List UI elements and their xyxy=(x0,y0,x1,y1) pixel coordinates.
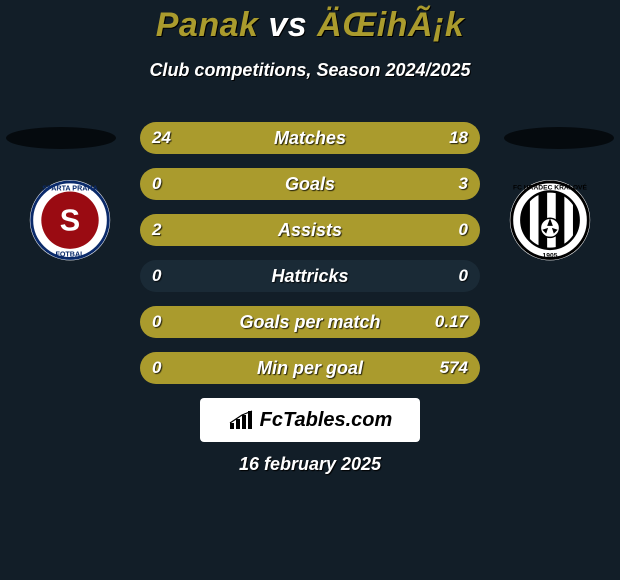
subtitle: Club competitions, Season 2024/2025 xyxy=(0,60,620,81)
stat-row: 0574Min per goal xyxy=(140,352,480,384)
brand-icon xyxy=(228,409,256,431)
page-title: Panak vs ÄŒihÃ¡k xyxy=(0,6,620,45)
stat-label: Min per goal xyxy=(140,352,480,384)
date-label: 16 february 2025 xyxy=(0,454,620,475)
stat-row: 2418Matches xyxy=(140,122,480,154)
player1-name: Panak xyxy=(156,6,259,44)
club-badge-right: FC HRADEC KRÁLOVÉ 1905 xyxy=(502,180,598,268)
svg-text:FOTBAL: FOTBAL xyxy=(55,251,85,259)
svg-text:1905: 1905 xyxy=(543,252,558,259)
player1-photo-placeholder xyxy=(6,127,116,149)
brand-badge[interactable]: FcTables.com xyxy=(200,398,420,442)
svg-text:S: S xyxy=(60,204,80,238)
svg-text:FC HRADEC KRÁLOVÉ: FC HRADEC KRÁLOVÉ xyxy=(513,183,587,192)
player2-photo-placeholder xyxy=(504,127,614,149)
stat-label: Goals xyxy=(140,168,480,200)
svg-text:SPARTA PRAHA: SPARTA PRAHA xyxy=(42,185,98,193)
stat-label: Matches xyxy=(140,122,480,154)
player2-name: ÄŒihÃ¡k xyxy=(317,6,464,44)
stat-row: 00.17Goals per match xyxy=(140,306,480,338)
stat-label: Hattricks xyxy=(140,260,480,292)
stat-row: 00Hattricks xyxy=(140,260,480,292)
stats-list: 2418Matches 03Goals 20Assists 00Hattricks 00… xyxy=(140,122,480,398)
stat-label: Assists xyxy=(140,214,480,246)
comparison-card: Panak vs ÄŒihÃ¡k Club competitions, Seas… xyxy=(0,0,620,580)
brand-text: FcTables.com xyxy=(260,409,393,432)
stat-row: 03Goals xyxy=(140,168,480,200)
club-badge-left: S SPARTA PRAHA FOTBAL xyxy=(22,180,118,268)
vs-label: vs xyxy=(268,6,307,44)
stat-label: Goals per match xyxy=(140,306,480,338)
stat-row: 20Assists xyxy=(140,214,480,246)
